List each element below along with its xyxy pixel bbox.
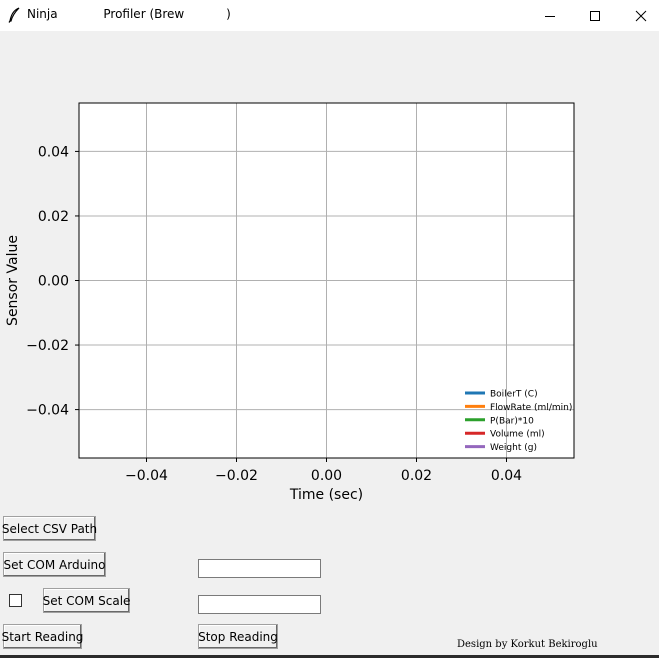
minimize-icon bbox=[545, 15, 555, 17]
x-tick-label: 0.00 bbox=[311, 468, 342, 484]
select-csv-path-button[interactable]: Select CSV Path bbox=[2, 516, 97, 541]
x-tick-label: −0.04 bbox=[125, 468, 168, 484]
x-axis-label: Time (sec) bbox=[289, 487, 363, 503]
y-axis-label: Sensor Value bbox=[5, 235, 21, 326]
y-tick-label: −0.04 bbox=[26, 403, 69, 419]
sensor-chart: −0.04 −0.02 0.00 0.02 0.04 −0.04 −0.02 0.00 0.02… bbox=[0, 31, 638, 511]
close-icon bbox=[635, 10, 647, 21]
minimize-button[interactable] bbox=[527, 0, 573, 31]
legend-label: Weight (g) bbox=[490, 443, 537, 453]
window-title: Ninja Profiler (Brew ) bbox=[27, 7, 231, 21]
y-tick-label: 0.00 bbox=[38, 274, 69, 290]
close-button[interactable] bbox=[618, 0, 659, 31]
set-com-scale-button[interactable]: Set COM Scale bbox=[43, 588, 130, 613]
designer-credit: Design by Korkut Bekiroglu bbox=[457, 639, 598, 650]
maximize-button[interactable] bbox=[572, 0, 618, 31]
y-tick-label: 0.04 bbox=[38, 144, 69, 160]
x-tick-label: −0.02 bbox=[215, 468, 258, 484]
plot-canvas: −0.04 −0.02 0.00 0.02 0.04 −0.04 −0.02 0.00 0.02… bbox=[0, 31, 638, 511]
title-bar: Ninja Profiler (Brew ) bbox=[0, 0, 659, 31]
start-reading-button[interactable]: Start Reading bbox=[2, 624, 83, 649]
legend-label: P(Bar)*10 bbox=[490, 416, 534, 426]
scale-com-input[interactable] bbox=[198, 595, 321, 614]
legend-label: Volume (ml) bbox=[490, 430, 545, 440]
stop-reading-button[interactable]: Stop Reading bbox=[198, 624, 278, 649]
x-tick-label: 0.04 bbox=[491, 468, 522, 484]
feather-icon bbox=[8, 7, 20, 23]
arduino-com-input[interactable] bbox=[198, 559, 321, 578]
y-tick-label: −0.02 bbox=[26, 338, 69, 354]
legend-label: FlowRate (ml/min) bbox=[490, 403, 572, 413]
y-tick-label: 0.02 bbox=[38, 209, 69, 225]
legend: BoilerT (C) FlowRate (ml/min) P(Bar)*10 Vol… bbox=[465, 390, 572, 453]
window-bottom-edge bbox=[0, 655, 659, 658]
set-com-arduino-button[interactable]: Set COM Arduino bbox=[3, 552, 106, 577]
maximize-icon bbox=[590, 10, 600, 21]
legend-label: BoilerT (C) bbox=[490, 390, 538, 400]
x-tick-label: 0.02 bbox=[401, 468, 432, 484]
scale-enable-checkbox[interactable] bbox=[9, 594, 22, 607]
window-margin bbox=[638, 31, 659, 511]
